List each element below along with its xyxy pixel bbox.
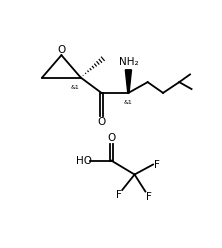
Text: HO: HO xyxy=(76,156,92,166)
Text: &1: &1 xyxy=(124,100,133,105)
Text: F: F xyxy=(154,159,160,170)
Text: &1: &1 xyxy=(70,85,79,90)
Text: O: O xyxy=(97,117,106,127)
Polygon shape xyxy=(125,70,131,93)
Text: O: O xyxy=(57,45,65,55)
Text: O: O xyxy=(107,133,116,143)
Text: F: F xyxy=(116,190,122,200)
Text: NH₂: NH₂ xyxy=(119,57,138,67)
Text: F: F xyxy=(146,192,152,202)
